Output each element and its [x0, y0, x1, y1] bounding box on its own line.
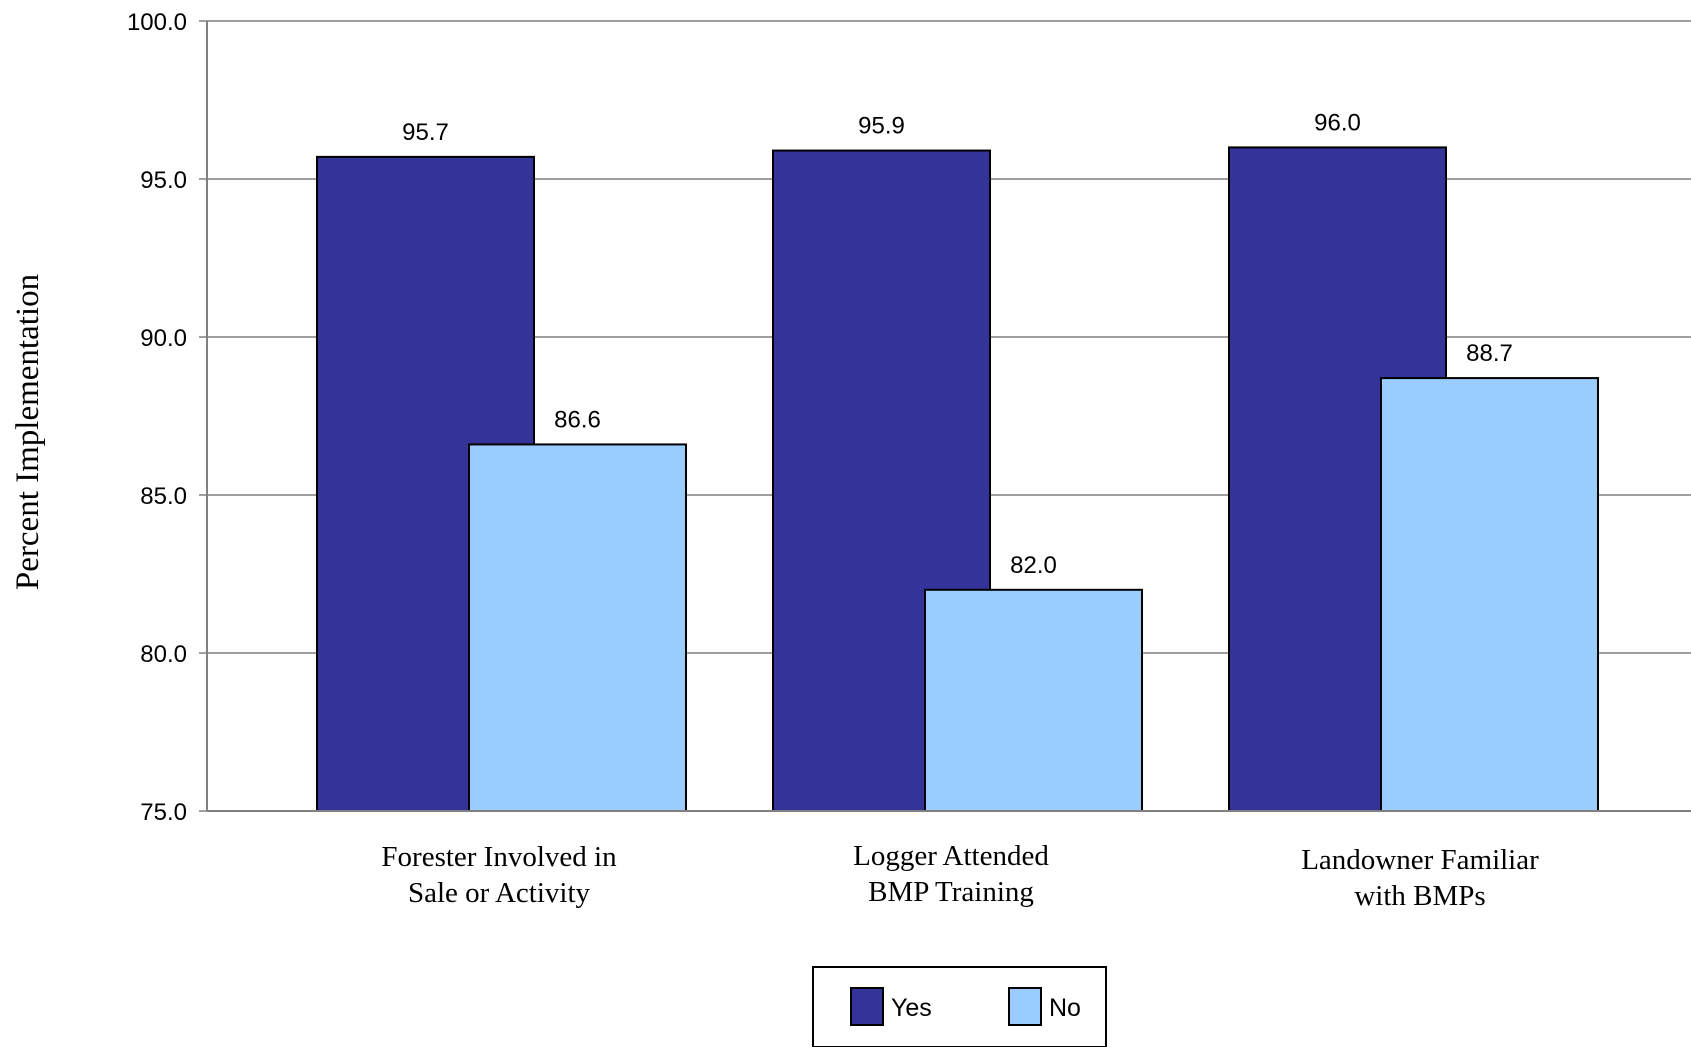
legend-swatch-no: [1008, 987, 1042, 1026]
data-labels: 95.7 86.6 95.9 82.0 96.0 88.7: [402, 109, 1513, 578]
legend: Yes No: [812, 966, 1107, 1047]
data-label: 95.7: [402, 119, 449, 146]
category-label: Forester Involved in: [381, 841, 617, 873]
y-tick-label: 75.0: [140, 799, 187, 826]
bar-no-1: [468, 443, 687, 812]
category-label: Logger Attended: [853, 840, 1049, 872]
y-tick-label: 80.0: [140, 641, 187, 668]
axes: [206, 21, 1691, 812]
bar-no-3: [1380, 377, 1599, 812]
data-label: 86.6: [554, 406, 601, 433]
legend-label-no: No: [1049, 994, 1081, 1022]
data-label: 82.0: [1010, 552, 1057, 579]
y-axis-ticks: 75.0 80.0 85.0 90.0 95.0 100.0: [127, 9, 207, 826]
data-label: 88.7: [1466, 340, 1513, 367]
data-label: 96.0: [1314, 109, 1361, 136]
data-label: 95.9: [858, 113, 905, 140]
category-label: Landowner Familiar: [1301, 844, 1539, 876]
bar-no-2: [924, 588, 1143, 812]
category-label: Sale or Activity: [408, 877, 591, 909]
category-labels: Forester Involved in Sale or Activity Logg…: [381, 840, 1539, 912]
y-tick-label: 90.0: [140, 325, 187, 352]
legend-swatch-yes: [850, 987, 884, 1026]
y-tick-label: 95.0: [140, 167, 187, 194]
bars: [316, 146, 1599, 812]
y-tick-label: 85.0: [140, 483, 187, 510]
y-axis-label: Percent Implementation: [10, 274, 46, 590]
y-tick-label: 100.0: [127, 9, 187, 36]
legend-label-yes: Yes: [891, 994, 932, 1022]
category-label: with BMPs: [1354, 880, 1485, 912]
category-label: BMP Training: [868, 876, 1034, 908]
